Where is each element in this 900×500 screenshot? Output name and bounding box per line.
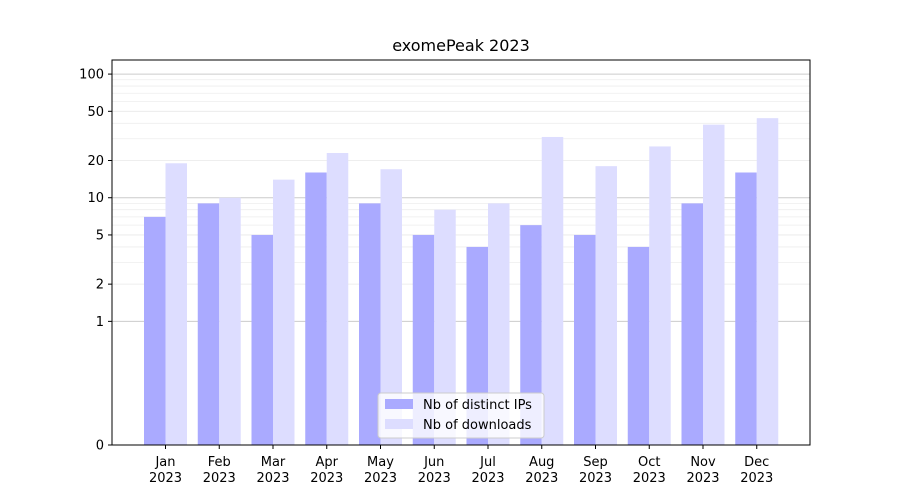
legend: Nb of distinct IPs Nb of downloads bbox=[377, 392, 545, 439]
y-tick-label: 50 bbox=[87, 105, 104, 120]
legend-frame bbox=[377, 392, 545, 439]
y-tick-label: 20 bbox=[87, 154, 104, 169]
plot-frame bbox=[111, 59, 811, 446]
x-tick-label-year: 2023 bbox=[740, 471, 773, 486]
bar-downloads bbox=[595, 166, 617, 445]
x-tick-label-year: 2023 bbox=[418, 471, 451, 486]
x-tick-label-month: Aug bbox=[529, 455, 554, 470]
bar-distinct-ips bbox=[627, 246, 650, 445]
x-tick-label-month: Apr bbox=[316, 455, 339, 470]
x-tick-label-month: Dec bbox=[744, 455, 769, 470]
bar-downloads bbox=[165, 163, 187, 445]
x-tick-label-month: Feb bbox=[208, 455, 231, 470]
bar-downloads bbox=[326, 153, 349, 445]
x-tick-label-month: May bbox=[367, 455, 394, 470]
bar-downloads bbox=[219, 197, 241, 445]
y-tick-label: 10 bbox=[87, 191, 104, 206]
x-tick-label-year: 2023 bbox=[471, 471, 504, 486]
x-tick-label-year: 2023 bbox=[310, 471, 343, 486]
y-tick-label: 1 bbox=[96, 315, 104, 330]
bar-distinct-ips bbox=[359, 203, 381, 445]
bar-distinct-ips bbox=[681, 203, 703, 445]
bars bbox=[144, 118, 779, 446]
bar-distinct-ips bbox=[197, 203, 220, 445]
x-tick-label-year: 2023 bbox=[256, 471, 289, 486]
bar-downloads bbox=[488, 203, 510, 445]
x-tick-label-month: Jun bbox=[423, 455, 444, 470]
bar-distinct-ips bbox=[251, 234, 273, 445]
y-axis: 0 1 2 5 10 20 50 100 bbox=[79, 68, 112, 454]
x-tick-label-month: Sep bbox=[583, 455, 608, 470]
x-tick-label-year: 2023 bbox=[525, 471, 558, 486]
x-tick-label-year: 2023 bbox=[203, 471, 236, 486]
x-tick-label-month: Jul bbox=[479, 455, 496, 470]
y-tick-label: 100 bbox=[79, 68, 104, 83]
bar-distinct-ips bbox=[520, 225, 542, 445]
bar-downloads bbox=[649, 146, 671, 445]
y-tick-label: 2 bbox=[96, 278, 104, 293]
x-tick-label-year: 2023 bbox=[579, 471, 612, 486]
x-tick-label-month: Mar bbox=[261, 455, 286, 470]
x-tick-label-month: Oct bbox=[638, 455, 660, 470]
x-tick-label-month: Nov bbox=[690, 455, 716, 470]
y-tick-label: 0 bbox=[96, 439, 104, 454]
bar-downloads bbox=[273, 179, 295, 446]
x-tick-label-year: 2023 bbox=[633, 471, 666, 486]
y-tick-label: 5 bbox=[96, 228, 104, 243]
x-tick-label-year: 2023 bbox=[149, 471, 182, 486]
legend-swatch bbox=[385, 399, 413, 409]
legend-swatch bbox=[385, 419, 413, 429]
bar-downloads bbox=[756, 118, 779, 446]
legend-label: Nb of distinct IPs bbox=[423, 398, 532, 413]
bar-distinct-ips bbox=[735, 172, 757, 446]
bar-downloads bbox=[541, 136, 564, 445]
bar-distinct-ips bbox=[574, 234, 596, 445]
x-tick-label-year: 2023 bbox=[364, 471, 397, 486]
bar-distinct-ips bbox=[412, 234, 435, 445]
bar-downloads bbox=[434, 209, 456, 445]
chart-title: exomePeak 2023 bbox=[392, 36, 530, 55]
bar-distinct-ips bbox=[305, 172, 327, 446]
x-axis: Jan2023Feb2023Mar2023Apr2023May2023Jun20… bbox=[149, 445, 773, 486]
bar-distinct-ips bbox=[144, 216, 166, 445]
x-tick-label-month: Jan bbox=[154, 455, 175, 470]
legend-label: Nb of downloads bbox=[423, 418, 532, 433]
bar-downloads bbox=[380, 169, 402, 445]
x-tick-label-year: 2023 bbox=[686, 471, 719, 486]
bar-downloads bbox=[703, 124, 725, 445]
